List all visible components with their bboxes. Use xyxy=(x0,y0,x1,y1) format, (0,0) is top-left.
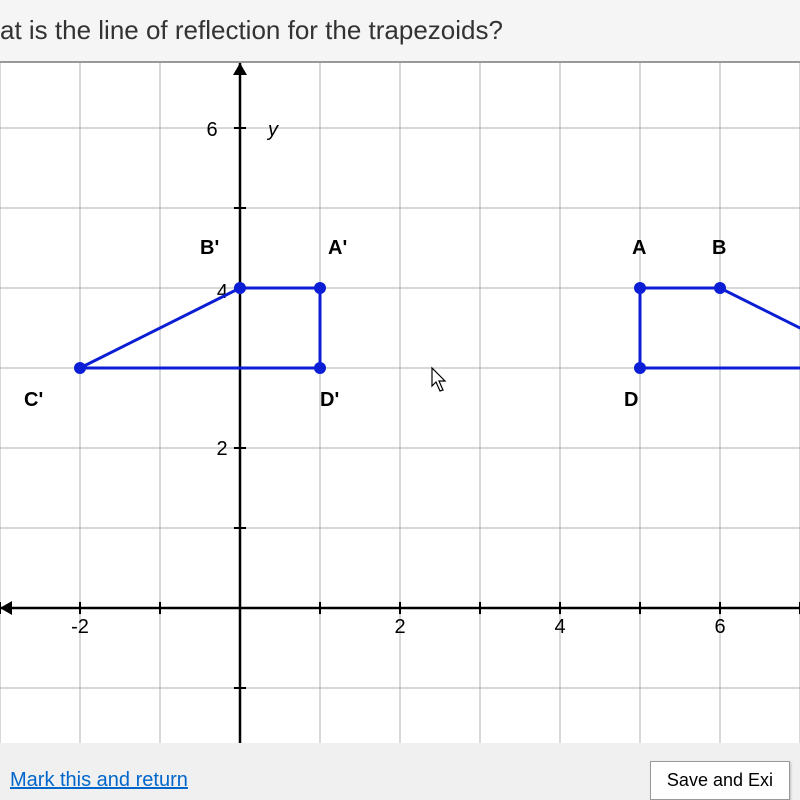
svg-text:D: D xyxy=(624,389,638,411)
bottom-bar: Mark this and return Save and Exi xyxy=(0,760,800,800)
svg-text:A: A xyxy=(632,237,646,259)
svg-text:-2: -2 xyxy=(71,616,89,638)
svg-text:6: 6 xyxy=(206,119,217,141)
save-exit-button[interactable]: Save and Exi xyxy=(650,761,790,800)
svg-text:D': D' xyxy=(320,389,339,411)
svg-text:B: B xyxy=(712,237,726,259)
coordinate-graph: -2246862y4A'B'C'D'ABCD xyxy=(0,63,800,743)
svg-text:C': C' xyxy=(24,389,43,411)
question-text: at is the line of reflection for the tra… xyxy=(0,0,800,63)
svg-text:y: y xyxy=(266,119,279,141)
svg-text:2: 2 xyxy=(394,616,405,638)
svg-text:6: 6 xyxy=(714,616,725,638)
graph-svg: -2246862y4A'B'C'D'ABCD xyxy=(0,63,800,743)
svg-text:2: 2 xyxy=(216,438,227,460)
svg-text:4: 4 xyxy=(554,616,565,638)
mark-return-link[interactable]: Mark this and return xyxy=(10,769,188,792)
svg-text:A': A' xyxy=(328,237,347,259)
svg-text:B': B' xyxy=(200,237,219,259)
